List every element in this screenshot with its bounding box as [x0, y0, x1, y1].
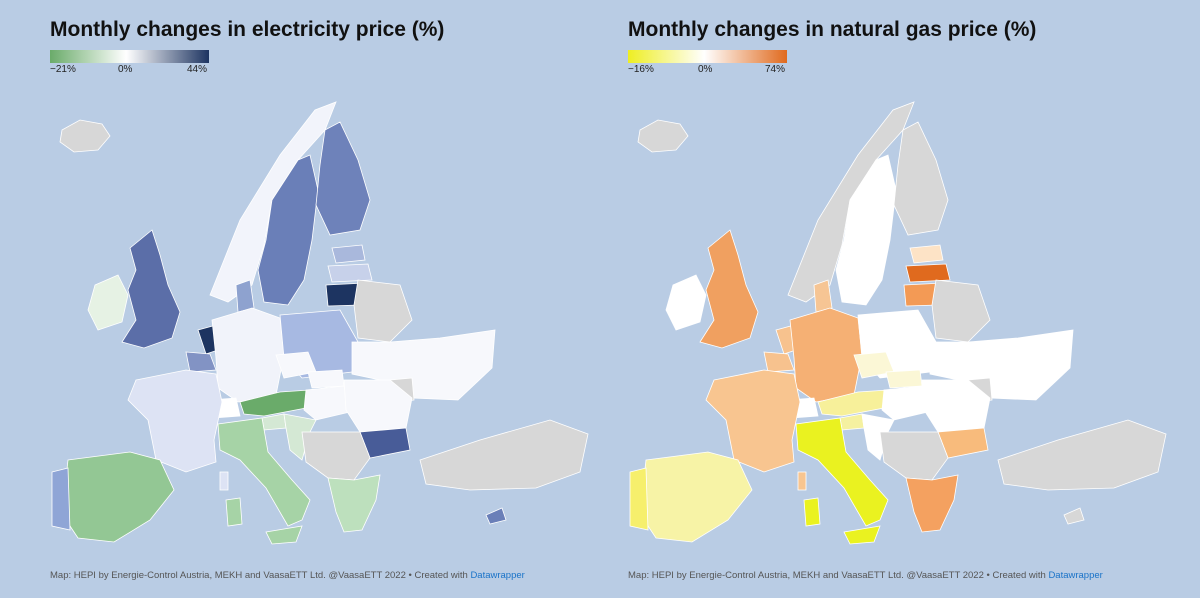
country-greece[interactable]	[327, 474, 381, 533]
country-france-island[interactable]	[219, 471, 229, 491]
country-italy-island[interactable]	[225, 497, 243, 527]
country-croatia[interactable]	[861, 413, 895, 461]
country-belarus[interactable]	[931, 279, 991, 343]
electricity-map-panel: Monthly changes in electricity price (%)…	[40, 0, 620, 598]
country-finland[interactable]	[315, 121, 371, 236]
country-denmark[interactable]	[813, 279, 833, 313]
country-france-island[interactable]	[797, 471, 807, 491]
country-turkey[interactable]	[997, 419, 1167, 491]
country-slovakia[interactable]	[885, 369, 923, 389]
footer-text: Map: HEPI by Energie-Control Austria, ME…	[50, 570, 471, 581]
country-germany[interactable]	[789, 307, 863, 403]
country-belarus[interactable]	[353, 279, 413, 343]
country-italy[interactable]	[795, 417, 889, 527]
country-balkans[interactable]	[879, 431, 949, 481]
datawrapper-link[interactable]: Datawrapper	[470, 570, 525, 581]
map-title: Monthly changes in natural gas price (%)	[628, 18, 1037, 41]
country-turkey[interactable]	[419, 419, 589, 491]
country-hungary[interactable]	[303, 385, 351, 421]
country-belgium[interactable]	[763, 351, 795, 373]
country-italy-island[interactable]	[843, 525, 881, 545]
country-cyprus[interactable]	[1063, 507, 1085, 525]
datawrapper-link[interactable]: Datawrapper	[1048, 570, 1103, 581]
natural-gas-map-panel: Monthly changes in natural gas price (%)…	[618, 0, 1198, 598]
country-belgium[interactable]	[185, 351, 217, 373]
color-legend-bar	[628, 50, 787, 63]
legend-mid-label: 0%	[698, 64, 713, 75]
country-france[interactable]	[705, 369, 801, 473]
country-sweden[interactable]	[835, 154, 897, 306]
country-italy-island[interactable]	[265, 525, 303, 545]
legend-min-label: −16%	[628, 64, 654, 75]
footer-text: Map: HEPI by Energie-Control Austria, ME…	[628, 570, 1049, 581]
country-germany[interactable]	[211, 307, 285, 403]
color-legend-bar	[50, 50, 209, 63]
country-uk[interactable]	[121, 229, 181, 349]
country-uk[interactable]	[699, 229, 759, 349]
legend-mid-label: 0%	[118, 64, 133, 75]
country-slovenia[interactable]	[261, 413, 287, 431]
source-footer: Map: HEPI by Energie-Control Austria, ME…	[628, 570, 1103, 581]
country-ireland[interactable]	[87, 274, 129, 331]
country-france[interactable]	[127, 369, 223, 473]
country-hungary[interactable]	[881, 385, 929, 421]
country-italy-island[interactable]	[803, 497, 821, 527]
country-estonia[interactable]	[909, 244, 944, 264]
map-title: Monthly changes in electricity price (%)	[50, 18, 445, 41]
country-portugal[interactable]	[51, 467, 71, 531]
country-cyprus[interactable]	[485, 507, 507, 525]
legend-max-label: 74%	[765, 64, 786, 75]
country-spain[interactable]	[639, 451, 753, 543]
source-footer: Map: HEPI by Energie-Control Austria, ME…	[50, 570, 525, 581]
country-estonia[interactable]	[331, 244, 366, 264]
country-denmark[interactable]	[235, 279, 255, 313]
country-iceland[interactable]	[637, 119, 689, 153]
legend-min-label: −21%	[50, 64, 76, 75]
legend-max-label: 44%	[187, 64, 208, 75]
europe-choropleth-map	[629, 101, 1167, 545]
country-balkans[interactable]	[301, 431, 371, 481]
country-iceland[interactable]	[59, 119, 111, 153]
country-italy[interactable]	[217, 417, 311, 527]
country-croatia[interactable]	[283, 413, 317, 461]
country-greece[interactable]	[905, 474, 959, 533]
country-latvia[interactable]	[905, 263, 951, 283]
country-portugal[interactable]	[629, 467, 649, 531]
country-slovenia[interactable]	[839, 413, 865, 431]
country-latvia[interactable]	[327, 263, 373, 283]
country-spain[interactable]	[61, 451, 175, 543]
country-slovakia[interactable]	[307, 369, 345, 389]
europe-choropleth-map	[51, 101, 589, 545]
country-ireland[interactable]	[665, 274, 707, 331]
country-finland[interactable]	[893, 121, 949, 236]
country-sweden[interactable]	[257, 154, 319, 306]
